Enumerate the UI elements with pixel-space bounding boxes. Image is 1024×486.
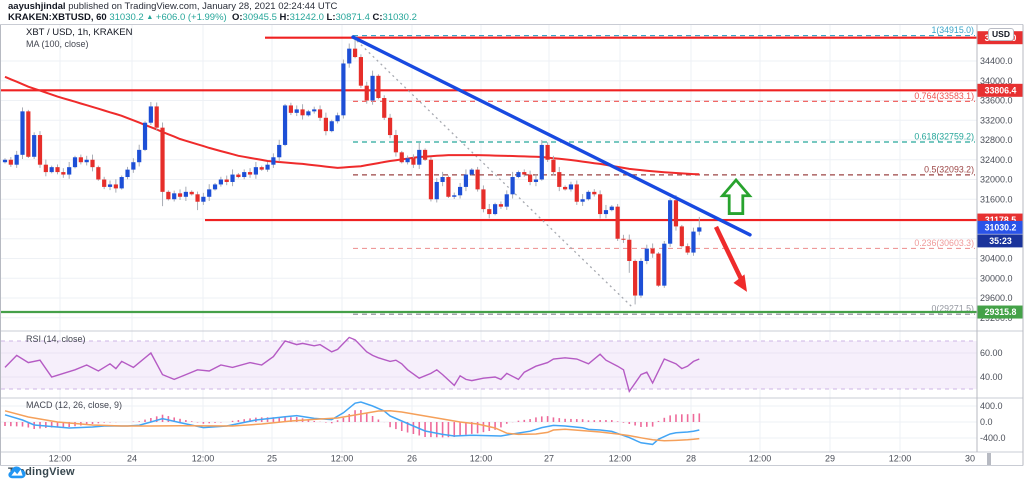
time-axis-label: 12:00 xyxy=(49,454,72,464)
chart-symbol-title[interactable]: XBT / USD, 1h, KRAKEN xyxy=(26,27,133,38)
tradingview-logo[interactable]: TradingView xyxy=(8,466,75,479)
main-pane-legend: XBT / USD, 1h, KRAKEN MA (100, close) xyxy=(26,27,132,49)
time-axis-label: 12:00 xyxy=(889,454,912,464)
candlestick-layer[interactable] xyxy=(2,36,702,305)
time-axis-label: 25 xyxy=(267,454,277,464)
rsi-axis-label: 60.00 xyxy=(980,348,1003,358)
price-axis-label: 32400.0 xyxy=(980,155,1013,165)
time-axis-label: 12:00 xyxy=(331,454,354,464)
countdown-badge xyxy=(977,234,1023,248)
green-up-arrow[interactable] xyxy=(719,177,753,215)
price-axis-label: 29600.0 xyxy=(980,293,1013,303)
high-label: H: xyxy=(279,12,290,23)
macd-axis-label: 400.0 xyxy=(980,401,1003,411)
price-axis-label: 33600.0 xyxy=(980,96,1013,106)
rsi-axis-label: 40.00 xyxy=(980,372,1003,382)
support-badge-text: 29315.8 xyxy=(985,307,1017,317)
time-axis-label: 12:00 xyxy=(749,454,772,464)
price-axis-label: 31600.0 xyxy=(980,194,1013,204)
macd-indicator-label[interactable]: MACD (12, 26, close, 9) xyxy=(26,400,123,410)
open-value: 30945.5 xyxy=(242,12,277,23)
resistance-badge xyxy=(977,83,1023,97)
countdown-badge-text: 35:23 xyxy=(989,236,1012,246)
red-down-arrow-head xyxy=(733,274,747,292)
price-axis[interactable]: 34400.0 34000.0 33600.0 33200.0 32800.0 32400… xyxy=(977,31,1024,443)
ma-indicator-label[interactable]: MA (100, close) xyxy=(26,39,89,49)
close-value: 31030.2 xyxy=(382,12,417,23)
grid-layer xyxy=(1,25,977,452)
fib-level-label: 0(29271.5) xyxy=(931,304,974,314)
close-label: C: xyxy=(372,12,383,23)
key-level-badge-text: 31178.5 xyxy=(985,215,1016,225)
ma-100-line[interactable] xyxy=(4,75,700,176)
horizontal-levels-layer[interactable] xyxy=(1,36,977,314)
rsi-indicator-label[interactable]: RSI (14, close) xyxy=(26,334,86,344)
publish-info-line: aayushjindal published on TradingView.co… xyxy=(8,1,337,12)
ohlc-line: KRAKEN:XBTUSD, 60 31030.2 ▲ +606.0 (+1.9… xyxy=(8,12,417,23)
price-axis-label: 30000.0 xyxy=(980,273,1013,283)
time-axis-label: 30 xyxy=(965,454,975,464)
publish-info: published on TradingView.com, January 28… xyxy=(65,1,338,12)
fib-level-label: 1(34915.0) xyxy=(931,25,974,35)
chart-frame xyxy=(0,24,1024,466)
red-down-arrow[interactable] xyxy=(713,225,744,280)
tradingview-cloud-icon xyxy=(8,466,26,479)
price-axis-label: 33200.0 xyxy=(980,115,1013,125)
fib-level-label: 0.764(33583.1) xyxy=(914,91,974,101)
time-axis-label: 27 xyxy=(544,454,554,464)
macd-axis-label: -400.0 xyxy=(980,433,1006,443)
price-up-arrow-icon: ▲ xyxy=(146,14,154,21)
low-value: 30871.4 xyxy=(335,12,370,23)
snapshot-header: aayushjindal published on TradingView.co… xyxy=(0,0,1024,24)
price-change: +606.0 (+1.99%) xyxy=(155,12,227,23)
high-value: 31242.0 xyxy=(289,12,324,23)
time-axis-label: 28 xyxy=(686,454,696,464)
macd-signal-line[interactable] xyxy=(4,410,700,442)
time-axis-grip[interactable] xyxy=(987,453,991,465)
price-axis-label: 32800.0 xyxy=(980,135,1013,145)
time-axis-label: 29 xyxy=(825,454,835,464)
macd-axis-label: 0.0 xyxy=(980,417,993,427)
rsi-pane[interactable] xyxy=(1,336,977,394)
fib-level-label: 0.618(32759.2) xyxy=(914,132,974,142)
price-axis-label: 34000.0 xyxy=(980,76,1013,86)
time-axis-label: 12:00 xyxy=(470,454,493,464)
macd-pane[interactable] xyxy=(4,401,701,446)
fib-level-label: 0.5(32093.2) xyxy=(924,164,974,174)
price-axis-label: 30400.0 xyxy=(980,254,1013,264)
author-name: aayushjindal xyxy=(8,1,66,12)
last-price-badge xyxy=(977,220,1023,234)
macd-line[interactable] xyxy=(4,401,700,446)
open-label: O: xyxy=(231,12,243,23)
price-axis-label: 32000.0 xyxy=(980,175,1013,185)
resistance-badge-text: 33806.4 xyxy=(985,85,1017,95)
rsi-line[interactable] xyxy=(4,336,700,394)
low-label: L: xyxy=(326,12,336,23)
support-badge xyxy=(977,305,1023,319)
price-axis-label: 34400.0 xyxy=(980,56,1013,66)
last-price-badge-text: 31030.2 xyxy=(985,222,1017,232)
time-axis-label: 12:00 xyxy=(192,454,215,464)
currency-toggle-button[interactable]: USD xyxy=(988,28,1014,41)
time-axis-label: 12:00 xyxy=(609,454,632,464)
last-price: 31030.2 xyxy=(109,12,144,23)
symbol-interval: KRAKEN:XBTUSD, 60 xyxy=(8,12,107,23)
time-axis-label: 26 xyxy=(407,454,417,464)
descending-trendline[interactable] xyxy=(351,35,752,237)
fib-level-label: 0.236(30603.3) xyxy=(914,238,974,248)
dotted-decline-line[interactable] xyxy=(352,36,634,309)
time-axis[interactable]: 12:00 24 12:00 25 12:00 26 12:00 27 12:00 28 12:00… xyxy=(49,453,991,465)
time-axis-label: 24 xyxy=(127,454,137,464)
